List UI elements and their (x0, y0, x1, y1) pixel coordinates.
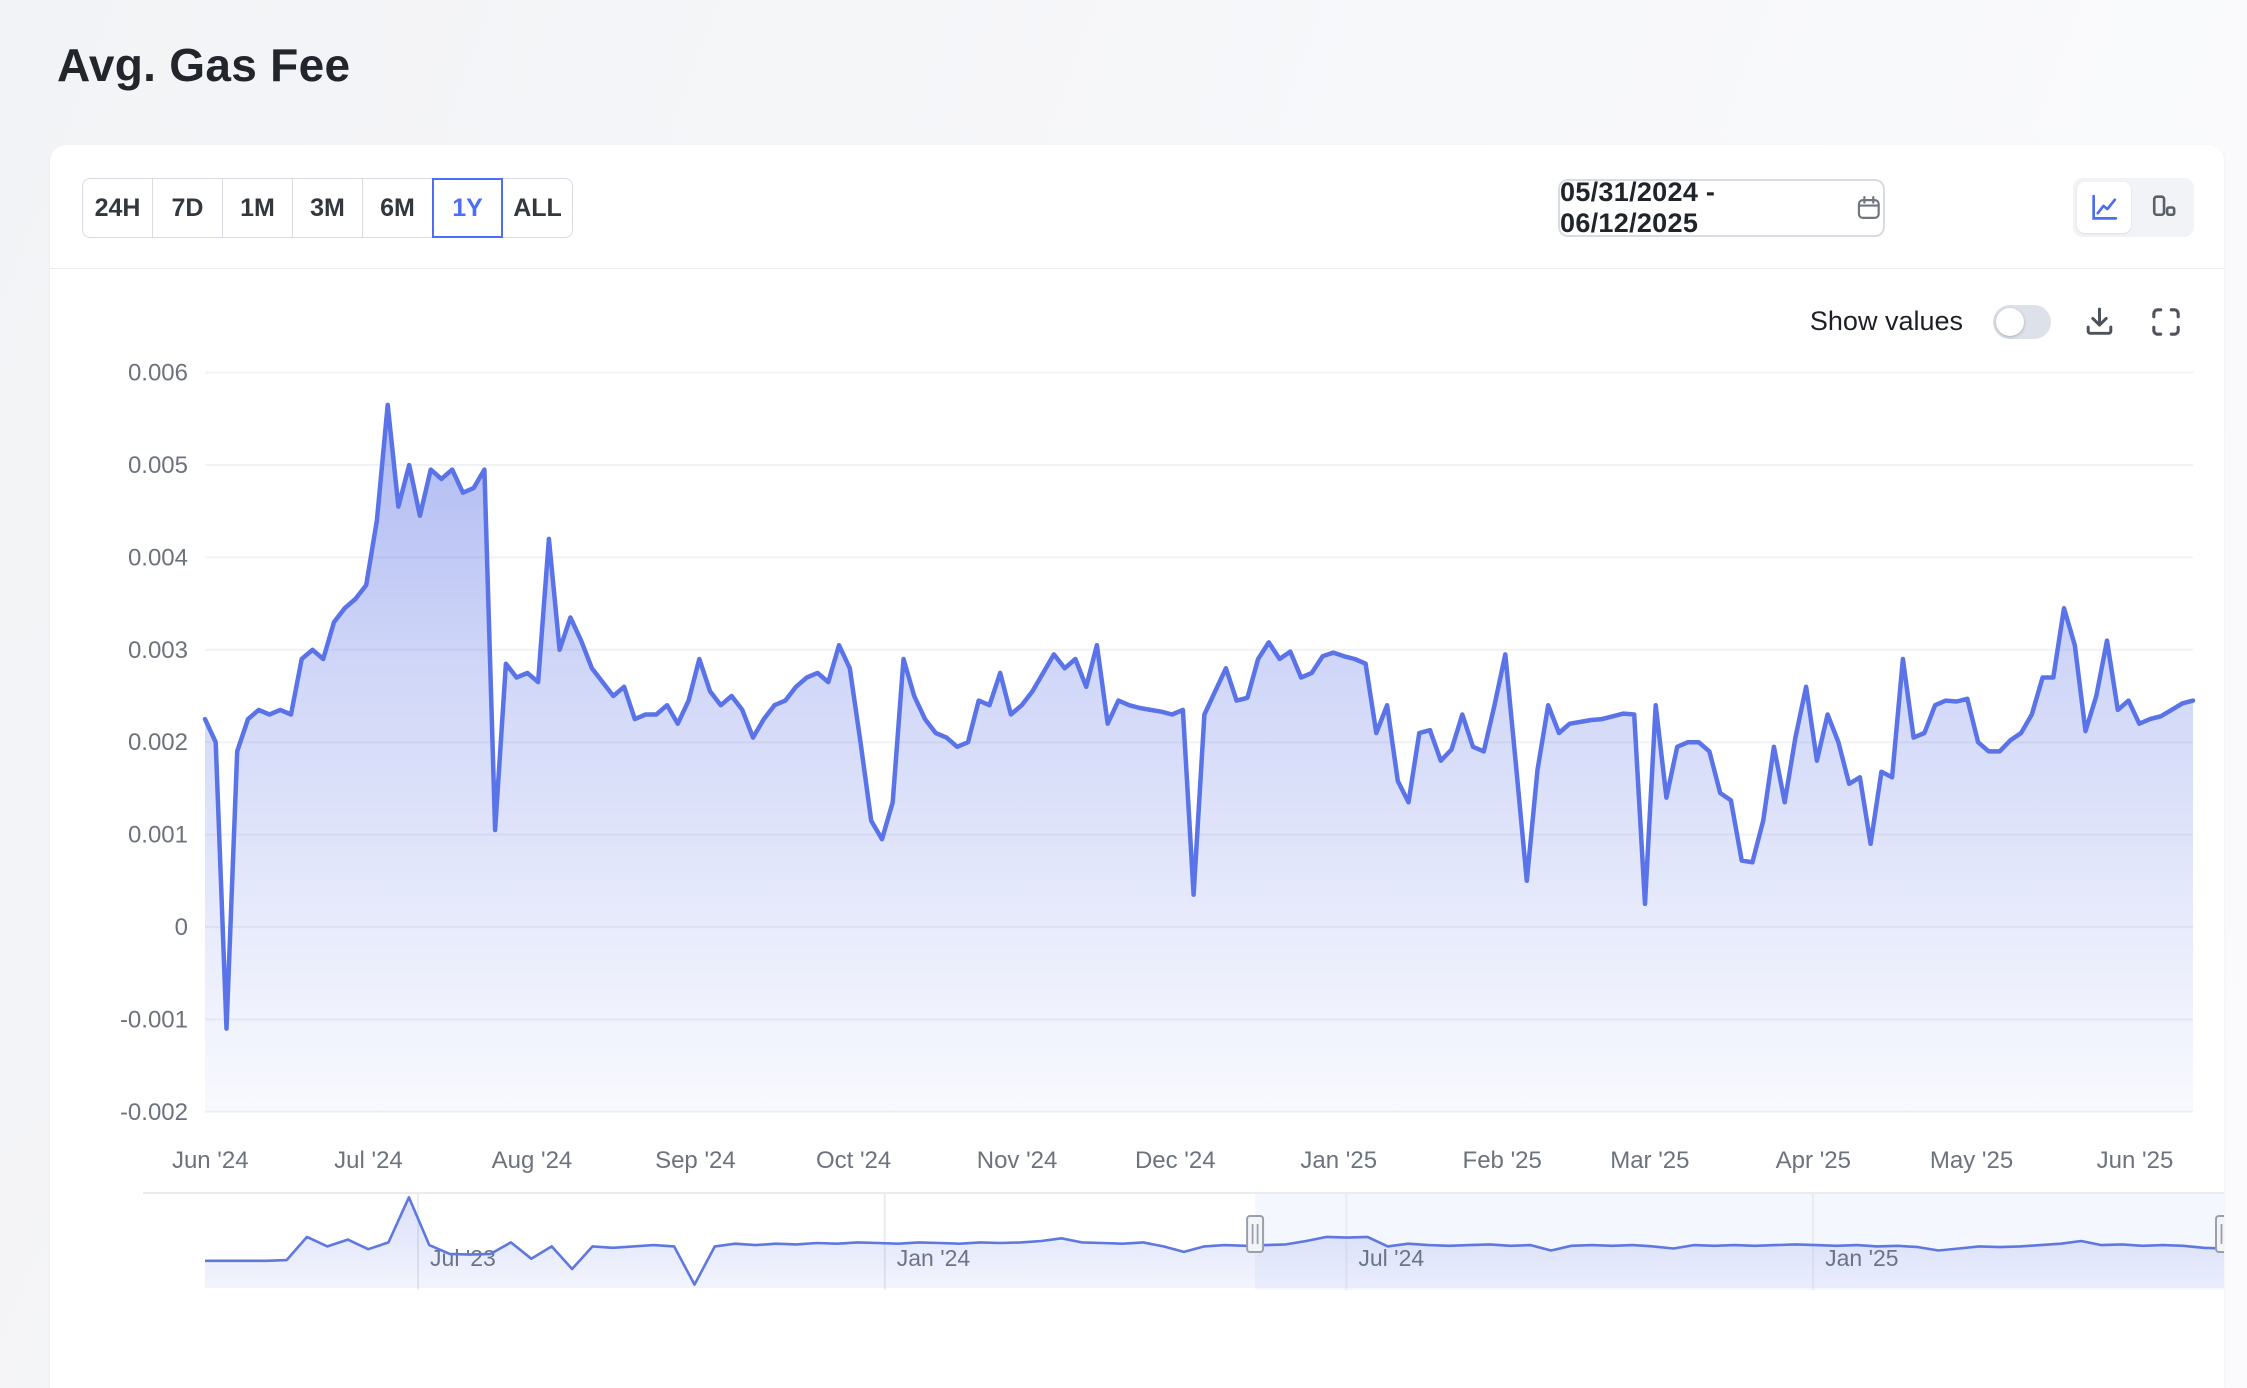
show-values-label: Show values (1809, 306, 1963, 336)
range-button-3m[interactable]: 3M (292, 178, 363, 238)
range-button-1y[interactable]: 1Y (432, 178, 503, 238)
chart-type-toggle (2073, 178, 2194, 237)
chart-type-line-button[interactable] (2077, 182, 2131, 233)
bar-chart-icon (2152, 195, 2175, 217)
time-range-group: 24H 7D 1M 3M 6M 1Y ALL (82, 178, 573, 238)
date-range-value: 05/31/2024 - 06/12/2025 (1560, 177, 1716, 238)
range-button-1m[interactable]: 1M (222, 178, 293, 238)
toggle-knob (1996, 307, 2024, 336)
download-icon (2086, 307, 2113, 335)
line-chart-icon (2091, 194, 2117, 220)
range-button-7d[interactable]: 7D (152, 178, 223, 238)
page-title: Avg. Gas Fee (57, 39, 351, 91)
calendar-icon (1858, 196, 1881, 219)
nav-handle-right[interactable] (2215, 1215, 2224, 1253)
nav-handle-right-body (2215, 1215, 2224, 1253)
range-button-all[interactable]: ALL (502, 178, 573, 238)
nav-handle-left[interactable] (1246, 1215, 1265, 1253)
fullscreen-button[interactable] (2148, 304, 2184, 340)
show-values-toggle[interactable] (1993, 304, 2051, 339)
download-button[interactable] (2081, 303, 2118, 340)
date-range-picker[interactable]: 05/31/2024 - 06/12/2025 (1558, 177, 1885, 238)
toolbar-divider (50, 268, 2224, 269)
fullscreen-icon (2152, 307, 2180, 336)
nav-handle-left-body (1246, 1215, 1265, 1253)
chart-type-bar-button[interactable] (2135, 182, 2189, 233)
range-button-24h[interactable]: 24H (82, 178, 153, 238)
chart-controls: Show values (1810, 303, 2184, 340)
nav-selected-range[interactable] (1255, 1194, 2224, 1290)
range-button-6m[interactable]: 6M (362, 178, 433, 238)
